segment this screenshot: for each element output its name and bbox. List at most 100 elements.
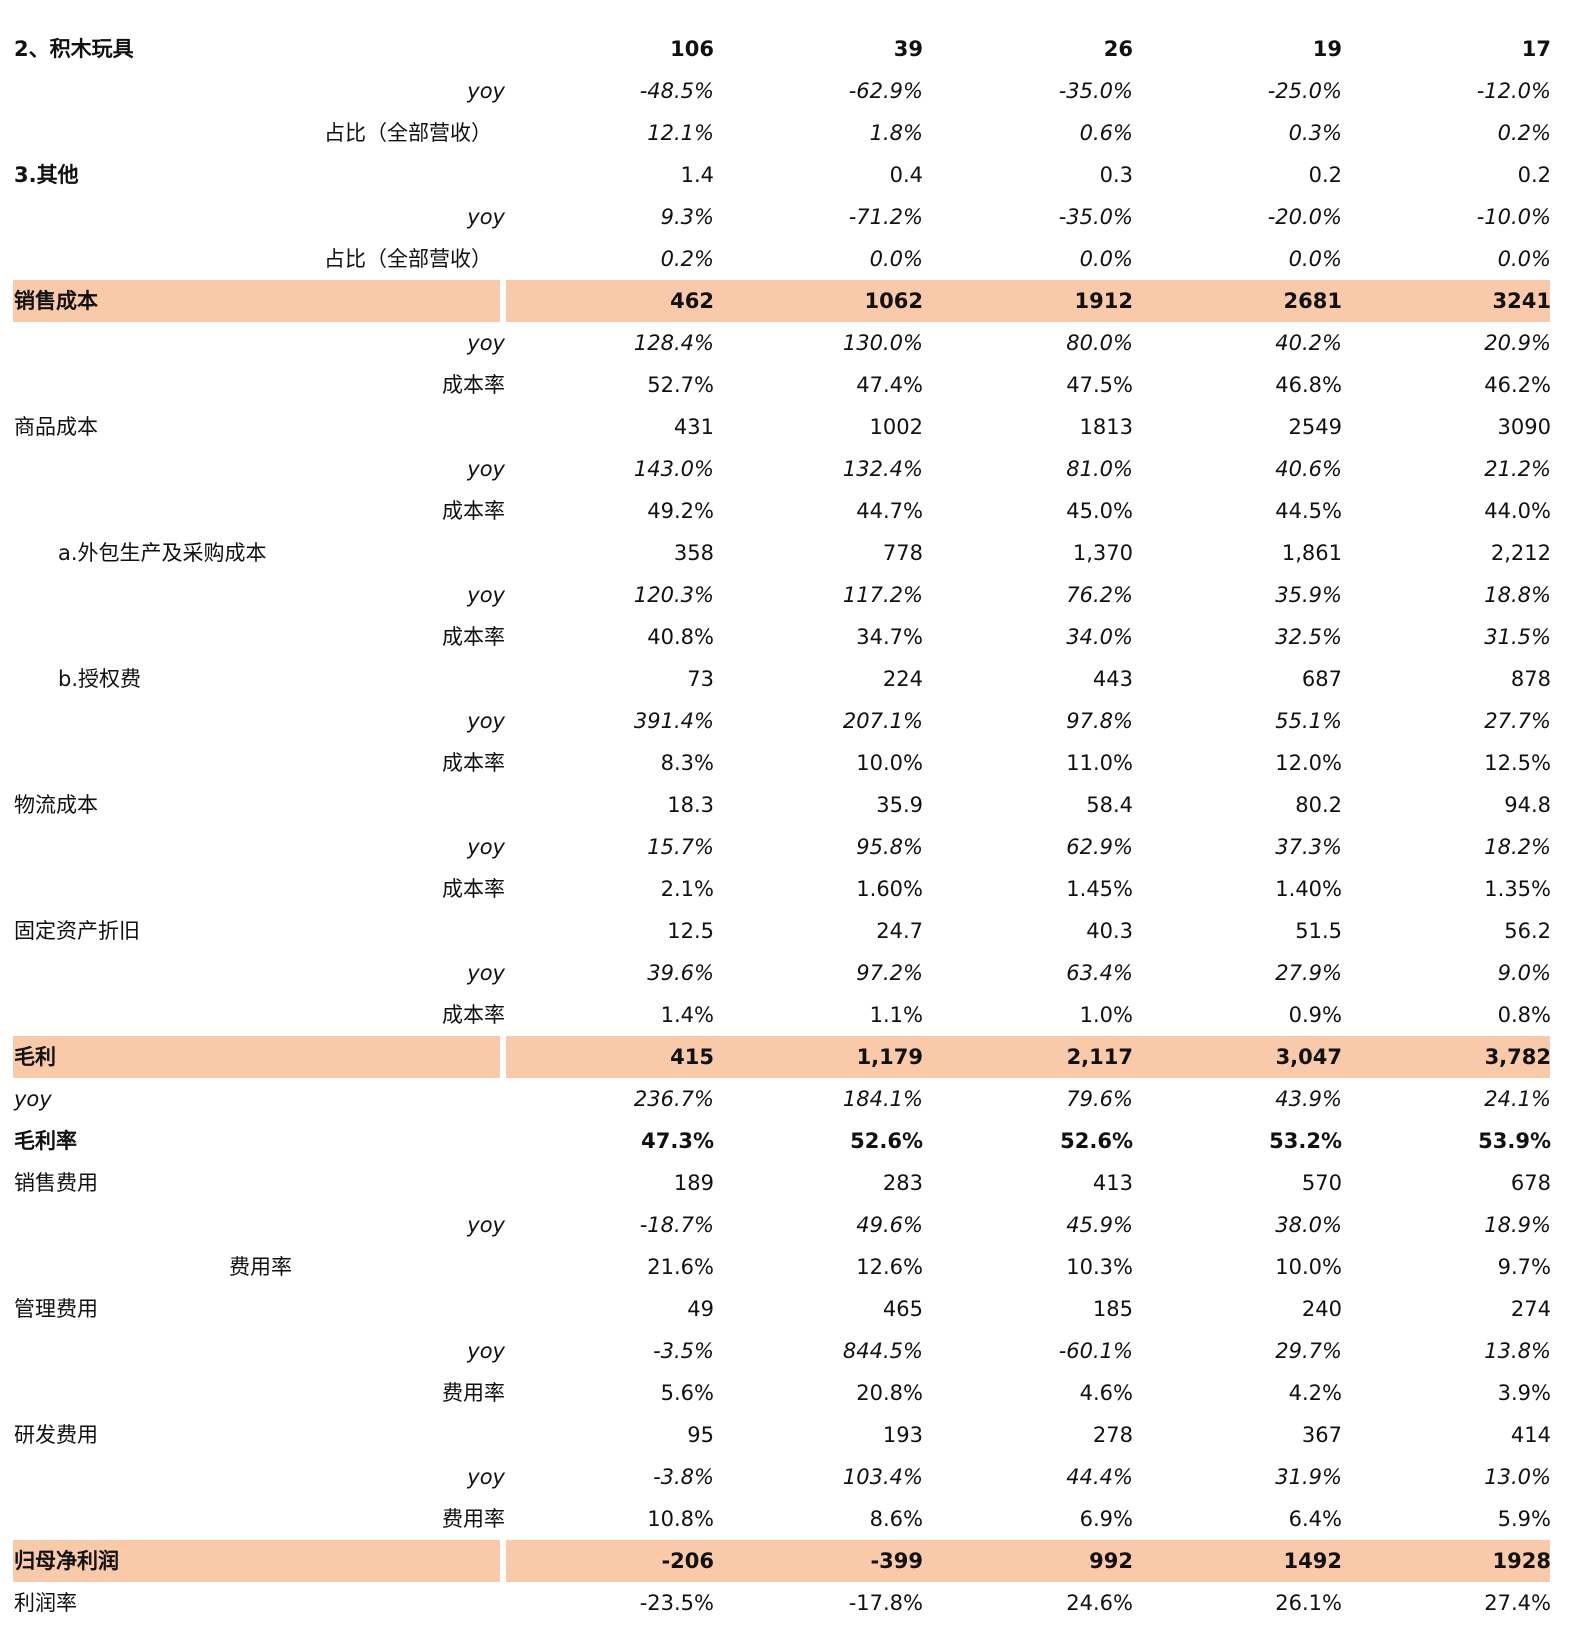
table-row-expense-ratio: 费用率 5.6% 20.8% 4.6% 4.2% 3.9% bbox=[0, 1372, 1569, 1414]
value-cell: 38.0% bbox=[1275, 1213, 1342, 1237]
value-cell: 29.7% bbox=[1275, 1339, 1342, 1363]
value-cell: 415 bbox=[670, 1045, 714, 1069]
value-cell: -3.8% bbox=[653, 1465, 714, 1489]
value-cell: 0.4 bbox=[889, 163, 923, 187]
value-cell: -60.1% bbox=[1058, 1339, 1133, 1363]
value-cell: 1928 bbox=[1492, 1549, 1551, 1573]
value-cell: 2.1% bbox=[660, 877, 714, 901]
value-cell: 1,179 bbox=[856, 1045, 923, 1069]
value-cell: 37.3% bbox=[1275, 835, 1342, 859]
value-cell: 13.8% bbox=[1484, 1339, 1551, 1363]
value-cell: 193 bbox=[882, 1423, 923, 1447]
value-cell: 0.9% bbox=[1288, 1003, 1342, 1027]
table-row-outsourcing-cost: a.外包生产及采购成本 358 778 1,370 1,861 2,212 bbox=[0, 532, 1569, 574]
value-cell: 5.6% bbox=[660, 1381, 714, 1405]
value-cell: 367 bbox=[1301, 1423, 1342, 1447]
row-label: 销售成本 bbox=[14, 289, 98, 313]
value-cell: 79.6% bbox=[1066, 1087, 1133, 1111]
value-cell: 274 bbox=[1510, 1297, 1551, 1321]
value-cell: 44.4% bbox=[1066, 1465, 1133, 1489]
row-label: yoy bbox=[467, 835, 505, 859]
value-cell: -12.0% bbox=[1476, 79, 1551, 103]
row-label: 成本率 bbox=[442, 625, 505, 649]
value-cell: 0.2 bbox=[1517, 163, 1551, 187]
value-cell: 27.7% bbox=[1484, 709, 1551, 733]
value-cell: -62.9% bbox=[848, 79, 923, 103]
value-cell: 236.7% bbox=[633, 1087, 714, 1111]
value-cell: 0.0% bbox=[1288, 247, 1342, 271]
table-row-yoy: yoy 120.3% 117.2% 76.2% 35.9% 18.8% bbox=[0, 574, 1569, 616]
value-cell: 47.3% bbox=[641, 1129, 714, 1153]
value-cell: 8.3% bbox=[660, 751, 714, 775]
value-cell: 80.2 bbox=[1295, 793, 1342, 817]
table-row-other: 3.其他 1.4 0.4 0.3 0.2 0.2 bbox=[0, 154, 1569, 196]
value-cell: 184.1% bbox=[842, 1087, 923, 1111]
value-cell: -48.5% bbox=[639, 79, 714, 103]
value-cell: 132.4% bbox=[842, 457, 923, 481]
value-cell: 1.40% bbox=[1275, 877, 1342, 901]
value-cell: -35.0% bbox=[1058, 205, 1133, 229]
value-cell: 49.6% bbox=[856, 1213, 923, 1237]
value-cell: 1.4 bbox=[680, 163, 714, 187]
highlight-band bbox=[13, 280, 1550, 322]
row-label: 成本率 bbox=[442, 499, 505, 523]
value-cell: 414 bbox=[1510, 1423, 1551, 1447]
row-label: 销售费用 bbox=[14, 1171, 98, 1195]
row-label: 成本率 bbox=[442, 877, 505, 901]
value-cell: 13.0% bbox=[1484, 1465, 1551, 1489]
table-row-cost-ratio: 成本率 2.1% 1.60% 1.45% 1.40% 1.35% bbox=[0, 868, 1569, 910]
value-cell: 185 bbox=[1092, 1297, 1133, 1321]
value-cell: 39.6% bbox=[647, 961, 714, 985]
value-cell: 0.0% bbox=[1079, 247, 1133, 271]
row-label: 研发费用 bbox=[14, 1423, 98, 1447]
table-row-yoy: yoy -48.5% -62.9% -35.0% -25.0% -12.0% bbox=[0, 70, 1569, 112]
value-cell: 63.4% bbox=[1066, 961, 1133, 985]
row-label: yoy bbox=[467, 1339, 505, 1363]
value-cell: 5.9% bbox=[1497, 1507, 1551, 1531]
value-cell: 31.9% bbox=[1275, 1465, 1342, 1489]
table-row-block-toys: 2、积木玩具 106 39 26 19 17 bbox=[0, 28, 1569, 70]
row-label: yoy bbox=[467, 1465, 505, 1489]
table-row-logistics-cost: 物流成本 18.3 35.9 58.4 80.2 94.8 bbox=[0, 784, 1569, 826]
value-cell: 44.7% bbox=[856, 499, 923, 523]
value-cell: 0.2% bbox=[660, 247, 714, 271]
value-cell: 31.5% bbox=[1484, 625, 1551, 649]
table-row-yoy: yoy 15.7% 95.8% 62.9% 37.3% 18.2% bbox=[0, 826, 1569, 868]
value-cell: 143.0% bbox=[633, 457, 714, 481]
value-cell: 26.1% bbox=[1275, 1591, 1342, 1615]
value-cell: 47.5% bbox=[1066, 373, 1133, 397]
table-row-yoy: yoy 128.4% 130.0% 80.0% 40.2% 20.9% bbox=[0, 322, 1569, 364]
value-cell: 35.9 bbox=[876, 793, 923, 817]
value-cell: 56.2 bbox=[1504, 919, 1551, 943]
value-cell: 443 bbox=[1092, 667, 1133, 691]
table-row-selling-expense: 销售费用 189 283 413 570 678 bbox=[0, 1162, 1569, 1204]
value-cell: 130.0% bbox=[842, 331, 923, 355]
row-label: yoy bbox=[467, 709, 505, 733]
value-cell: 3241 bbox=[1492, 289, 1551, 313]
value-cell: -17.8% bbox=[848, 1591, 923, 1615]
value-cell: 117.2% bbox=[842, 583, 923, 607]
row-label: 归母净利润 bbox=[14, 1549, 119, 1573]
value-cell: 53.9% bbox=[1478, 1129, 1551, 1153]
value-cell: 10.0% bbox=[1275, 1255, 1342, 1279]
row-label: 费用率 bbox=[229, 1255, 292, 1279]
highlight-band bbox=[13, 1036, 1550, 1078]
value-cell: 1062 bbox=[864, 289, 923, 313]
value-cell: 278 bbox=[1092, 1423, 1133, 1447]
row-label: 固定资产折旧 bbox=[14, 919, 140, 943]
value-cell: 1.0% bbox=[1079, 1003, 1133, 1027]
value-cell: 24.1% bbox=[1484, 1087, 1551, 1111]
value-cell: 40.8% bbox=[647, 625, 714, 649]
value-cell: 9.0% bbox=[1497, 961, 1551, 985]
row-label: 物流成本 bbox=[14, 793, 98, 817]
row-label: yoy bbox=[14, 1087, 52, 1111]
row-label: 成本率 bbox=[442, 373, 505, 397]
value-cell: 40.6% bbox=[1275, 457, 1342, 481]
value-cell: 46.8% bbox=[1275, 373, 1342, 397]
value-cell: 32.5% bbox=[1275, 625, 1342, 649]
row-label: yoy bbox=[467, 1213, 505, 1237]
value-cell: 21.2% bbox=[1484, 457, 1551, 481]
value-cell: 58.4 bbox=[1086, 793, 1133, 817]
value-cell: 1,370 bbox=[1072, 541, 1133, 565]
value-cell: 8.6% bbox=[869, 1507, 923, 1531]
